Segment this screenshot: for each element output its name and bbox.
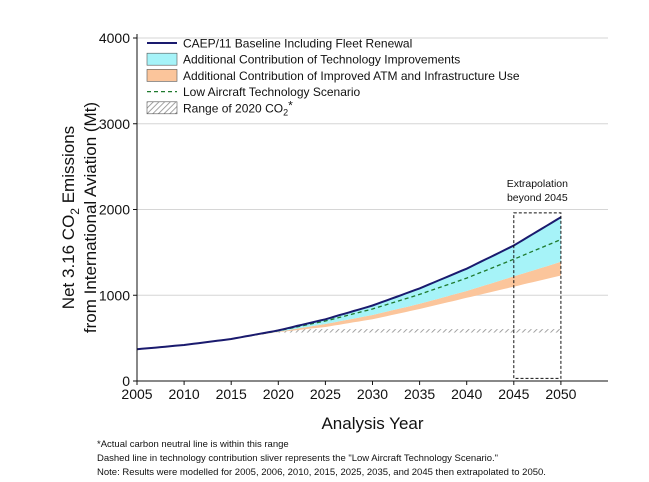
range-2020-band	[278, 329, 561, 333]
annotation-line1: Extrapolation	[507, 178, 568, 190]
y-tick-label: 1000	[99, 287, 130, 303]
y-axis-title-line1: Net 3.16 CO2 Emissions	[59, 126, 82, 309]
x-tick-label: 2015	[216, 386, 247, 402]
legend-label: Additional Contribution of Improved ATM …	[183, 69, 520, 83]
x-axis-title: Analysis Year	[321, 414, 423, 433]
footnote-dashed-line: Dashed line in technology contribution s…	[97, 453, 499, 464]
x-tick-label: 2020	[263, 386, 294, 402]
legend-swatch-band	[146, 69, 178, 82]
footnote-range: *Actual carbon neutral line is within th…	[97, 439, 289, 450]
x-tick-label: 2050	[545, 386, 576, 402]
legend-swatch-hatch	[146, 101, 178, 115]
footnote-modelled-years: Note: Results were modelled for 2005, 20…	[97, 467, 546, 478]
y-tick-label: 0	[122, 373, 130, 389]
y-tick-label: 2000	[99, 202, 130, 218]
x-tick-label: 2005	[121, 386, 152, 402]
legend-label-text: Additional Contribution of Technology Im…	[183, 53, 460, 67]
footnotes: *Actual carbon neutral line is within th…	[97, 438, 546, 480]
legend-label-text: Range of 2020 CO	[183, 101, 283, 115]
x-tick-label: 2025	[310, 386, 341, 402]
x-tick-label: 2010	[169, 386, 200, 402]
x-tick-label: 2045	[498, 386, 529, 402]
legend-label-text: Additional Contribution of Improved ATM …	[183, 69, 520, 83]
x-tick-label: 2040	[451, 386, 482, 402]
gridlines	[137, 37, 608, 296]
y-axis-title-part: Net 3.16 CO	[59, 215, 78, 310]
legend-swatch-band	[146, 52, 178, 66]
y-axis-title-part: Emissions	[59, 126, 78, 208]
legend-label: Range of 2020 CO2*	[183, 98, 293, 117]
legend-label-text: Low Aircraft Technology Scenario	[183, 85, 361, 99]
baseline-line	[136, 216, 562, 351]
axes: 0 1000 2000 3000 4000 2005 2010 2015 2020 2025 203…	[99, 30, 608, 402]
annotation-line2: beyond 2045	[507, 192, 568, 204]
legend-label-text: CAEP/11 Baseline Including Fleet Renewal	[183, 37, 412, 51]
legend-label-superscript: *	[288, 98, 293, 112]
y-axis-title-subscript: 2	[68, 208, 82, 215]
legend: CAEP/11 Baseline Including Fleet Renewal…	[146, 37, 520, 117]
plot-area: Extrapolation beyond 2045	[136, 178, 568, 379]
y-axis-title-line2: from International Aviation (Mt)	[81, 102, 100, 333]
legend-label: Low Aircraft Technology Scenario	[183, 85, 361, 99]
x-tick-label: 2035	[404, 386, 435, 402]
y-tick-label: 4000	[99, 30, 130, 46]
x-tick-label: 2030	[357, 386, 388, 402]
extrapolation-box	[513, 212, 562, 379]
y-tick-label: 3000	[99, 116, 130, 132]
technology-contribution-band	[137, 217, 561, 350]
legend-label-subscript: 2	[283, 107, 288, 117]
legend-label: Additional Contribution of Technology Im…	[183, 53, 460, 67]
legend-label: CAEP/11 Baseline Including Fleet Renewal	[183, 37, 412, 51]
